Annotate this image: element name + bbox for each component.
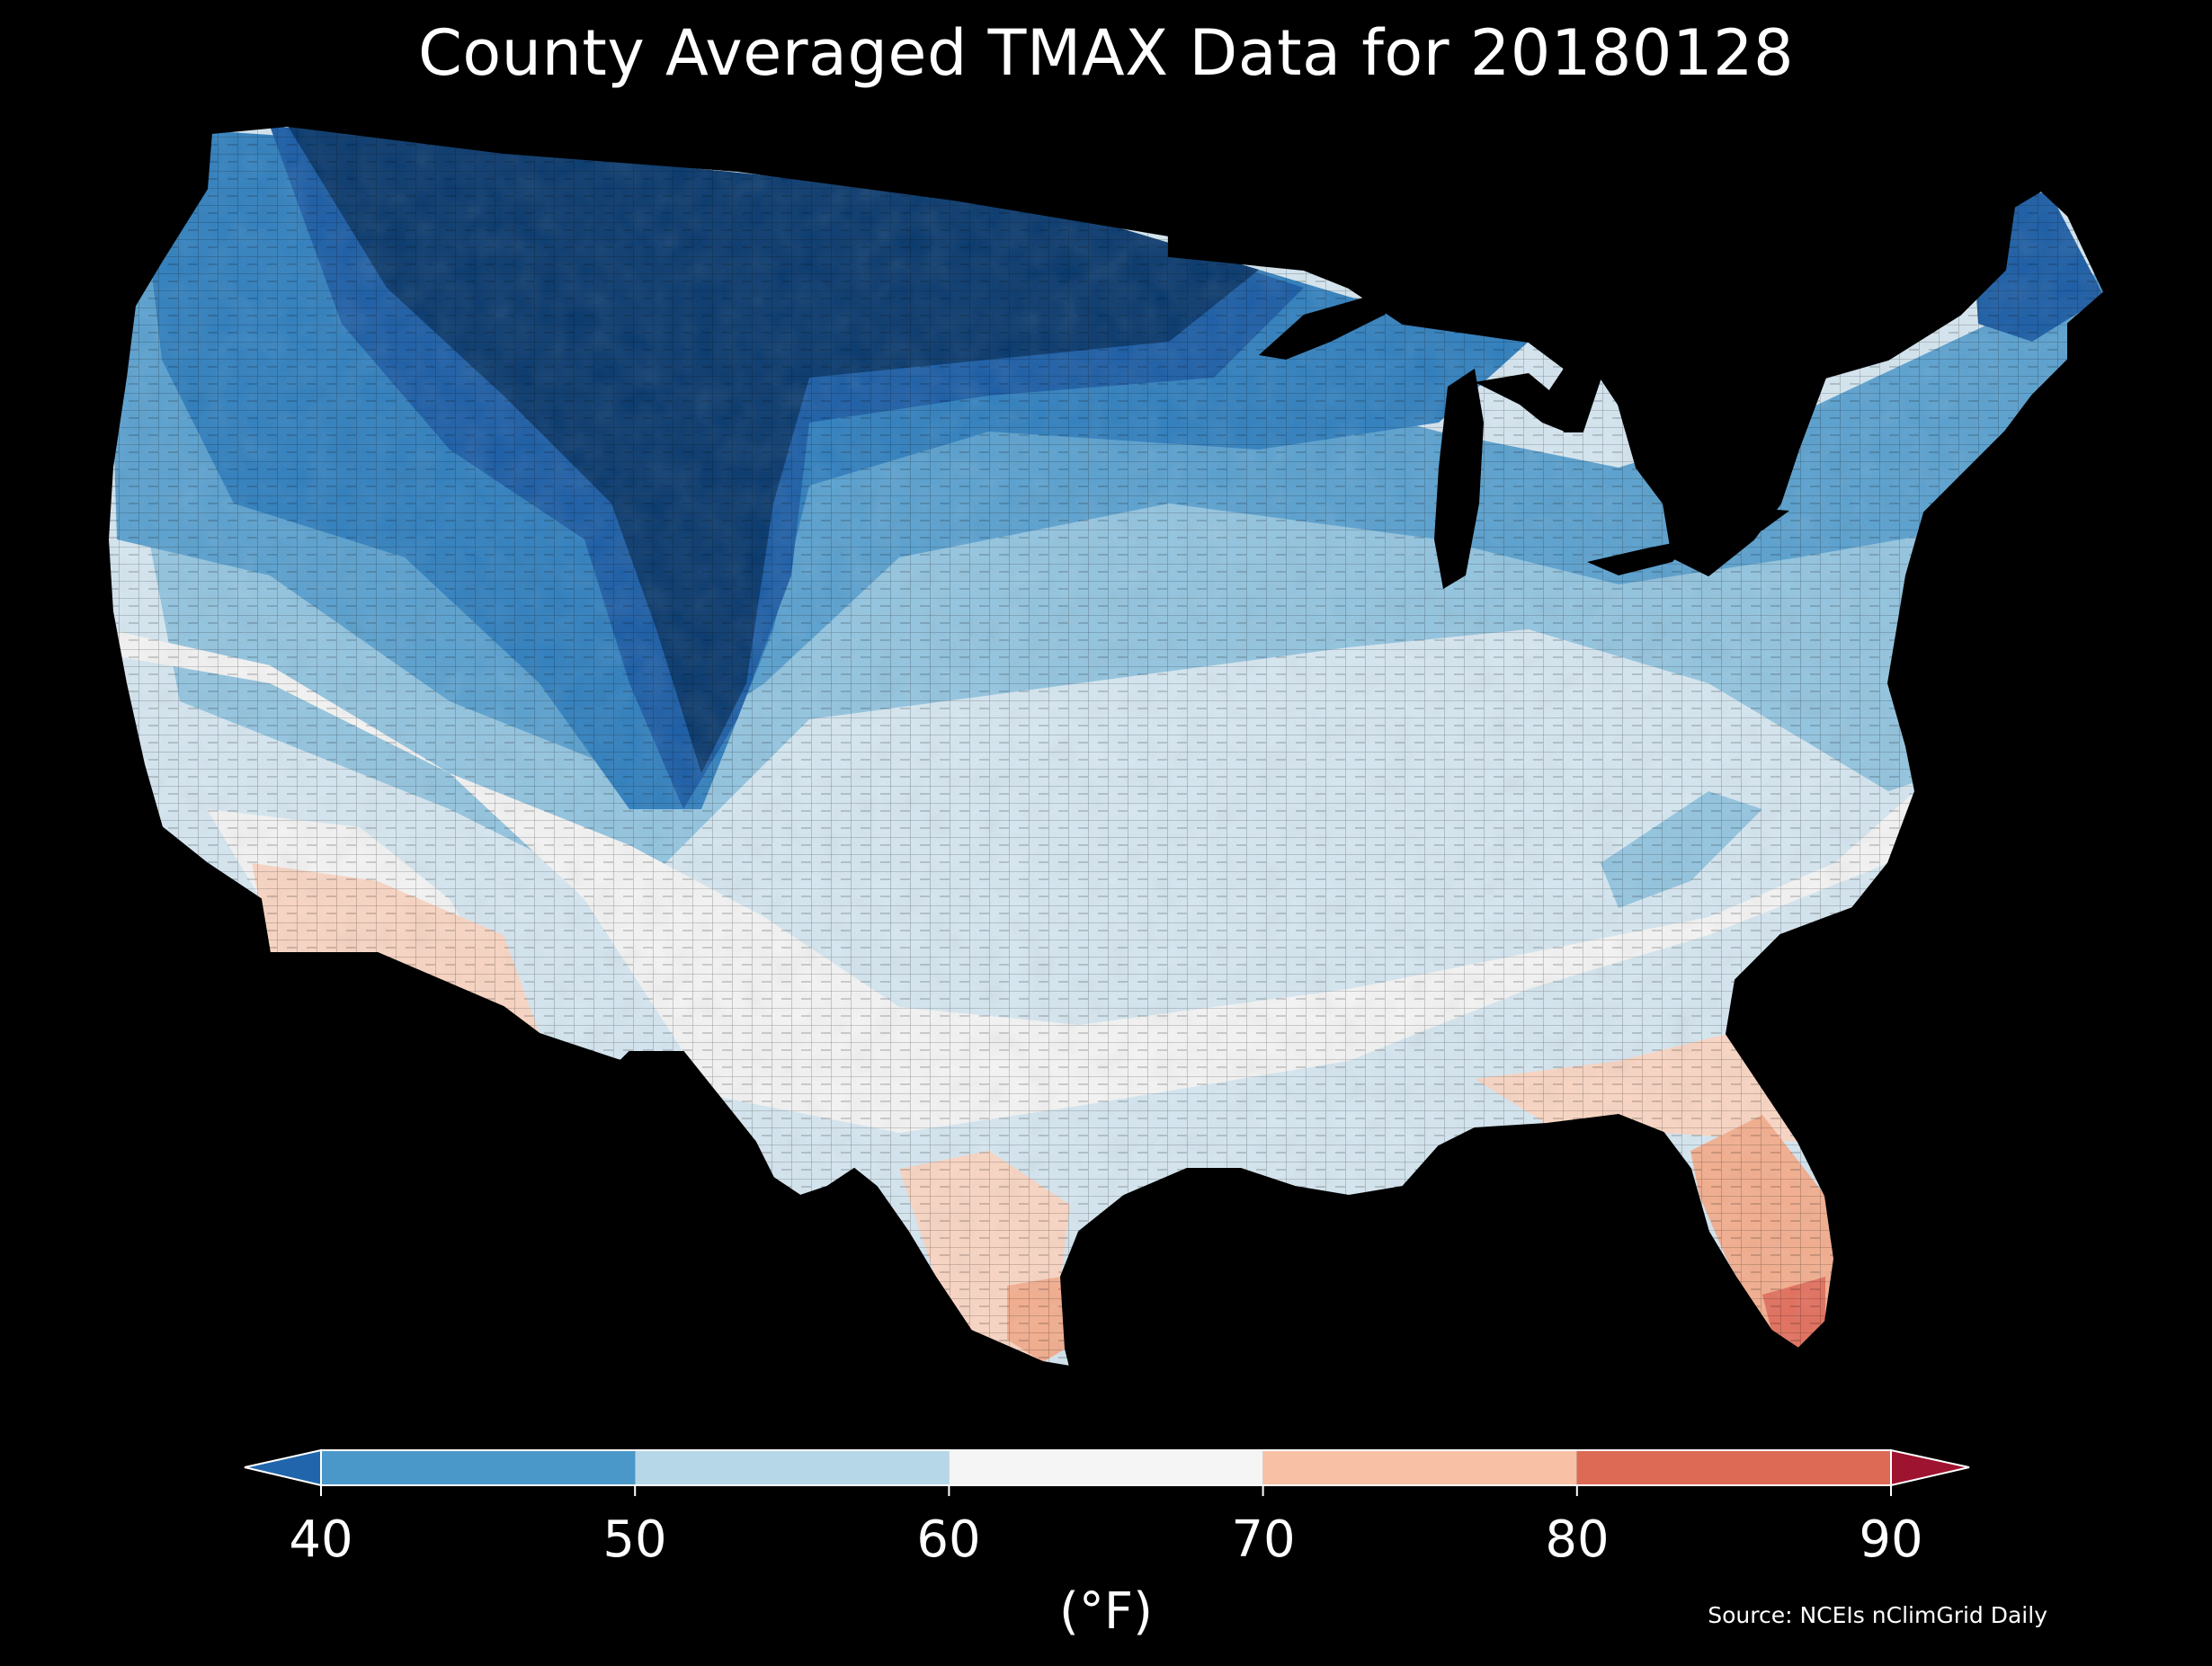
colorbar-tick-label: 80 [1545,1510,1610,1569]
lake-michigan [1434,369,1484,589]
colorbar-ticks [320,1485,1892,1496]
colorbar-bin [635,1450,950,1485]
colorbar-over-arrow [1890,1448,1970,1487]
colorbar-tick-label: 40 [289,1510,353,1569]
colorbar-unit-label: (°F) [1059,1582,1153,1641]
map-title: County Averaged TMAX Data for 20180128 [417,16,1795,90]
colorbar-bin [1262,1450,1577,1485]
lake-erie [1587,539,1690,575]
lake-ontario [1704,508,1789,538]
colorbar-bin [1576,1450,1891,1485]
lake-superior [1259,288,1403,360]
colorbar-bin [321,1450,636,1485]
colorbar-under-arrow [244,1448,322,1487]
colorbar-bins [321,1450,1891,1485]
colorbar-tick-label: 50 [602,1510,667,1569]
colorbar-tick-label: 60 [916,1510,981,1569]
colorbar-bin [949,1450,1263,1485]
colorbar-frame [320,1449,1892,1486]
lake-huron [1475,373,1565,432]
colorbar-tick-label: 90 [1859,1510,1923,1569]
colorbar-tick-label: 70 [1231,1510,1296,1569]
great-lakes [1259,288,1789,589]
source-attribution: Source: NCEIs nClimGrid Daily [1708,1602,2047,1628]
us-outline [106,124,2106,1368]
